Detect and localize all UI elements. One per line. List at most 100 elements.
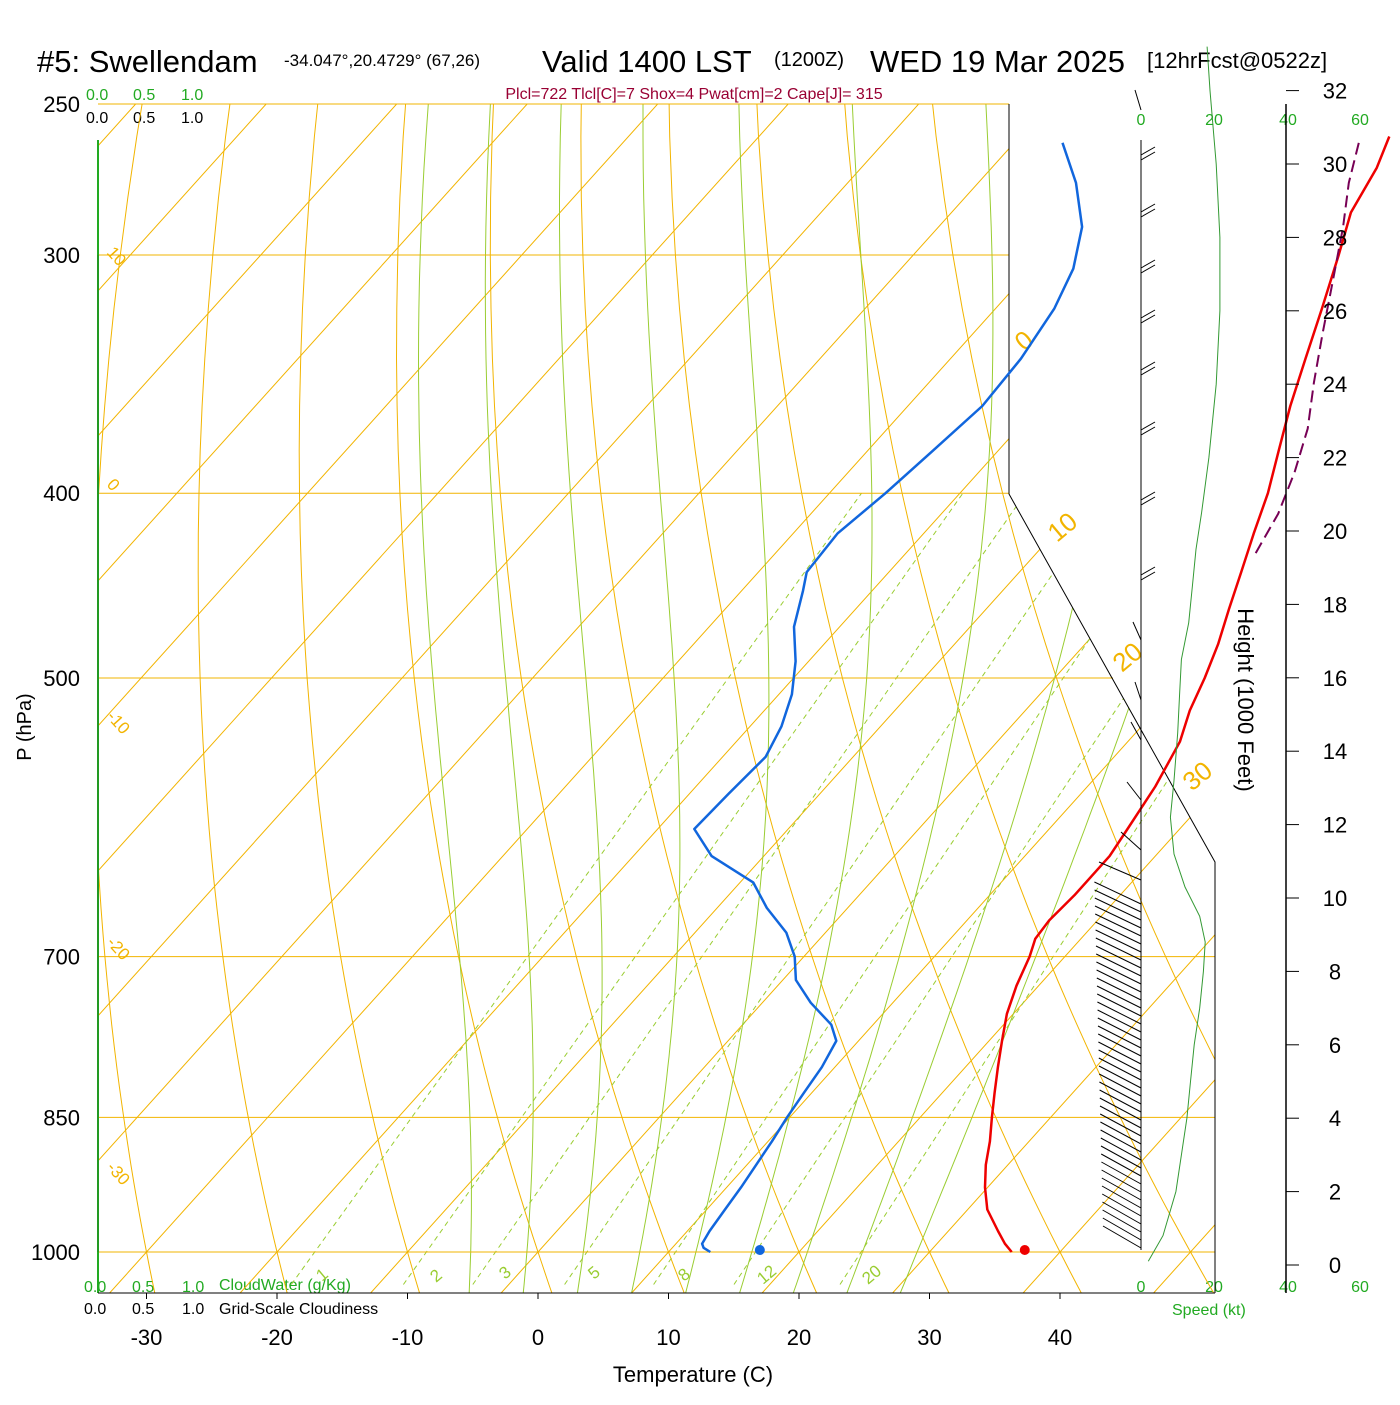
speed-tick-bottom-3: 60 bbox=[1351, 1279, 1369, 1296]
height-tick-label: 2 bbox=[1329, 1180, 1341, 1205]
wind-barb bbox=[1141, 204, 1155, 212]
moist-adiabat bbox=[560, 104, 603, 1331]
isotherm-label: -30 bbox=[103, 1158, 134, 1189]
mixing-ratio-label: 20 bbox=[858, 1261, 885, 1288]
pressure-tick-label: 850 bbox=[43, 1105, 80, 1130]
isotherm-label: -10 bbox=[103, 707, 134, 738]
wind-barb bbox=[1141, 310, 1155, 318]
wind-barb bbox=[1141, 265, 1155, 273]
wind-barb bbox=[1141, 152, 1155, 160]
temperature-tick-label: -10 bbox=[392, 1325, 424, 1350]
height-axis-title: Height (1000 Feet) bbox=[1233, 608, 1258, 791]
speed-label: Speed (kt) bbox=[1172, 1302, 1246, 1319]
speed-tick-top-2: 40 bbox=[1279, 112, 1297, 129]
temperature-tick-label: 30 bbox=[917, 1325, 941, 1350]
zulu-time: (1200Z) bbox=[774, 49, 844, 71]
height-tick-label: 12 bbox=[1323, 813, 1347, 838]
isotherm-line bbox=[598, 70, 1400, 1331]
height-tick-label: 0 bbox=[1329, 1253, 1341, 1278]
wind-barb bbox=[1127, 782, 1141, 800]
dry-adiabat bbox=[1189, 70, 1400, 1331]
wind-barb bbox=[1141, 422, 1155, 430]
mixing-ratio-label: 12 bbox=[753, 1261, 780, 1288]
speed-tick-top-1: 20 bbox=[1205, 112, 1223, 129]
isobar-layer bbox=[98, 104, 1215, 1252]
height-tick-label: 4 bbox=[1329, 1106, 1341, 1131]
height-tick-label: 14 bbox=[1323, 739, 1347, 764]
mixing-ratio-label: 3 bbox=[495, 1262, 514, 1283]
wind-barb bbox=[1141, 260, 1155, 268]
wind-barb bbox=[1141, 497, 1155, 505]
dry-adiabat bbox=[198, 70, 297, 1331]
isotherm-line bbox=[0, 70, 1080, 1331]
parcel-series bbox=[1256, 143, 1359, 553]
wind-barb bbox=[1141, 427, 1155, 435]
cloudiness-scale-bottom-2: 1.0 bbox=[182, 1301, 204, 1318]
isotherm-label: 0 bbox=[103, 475, 123, 495]
valid-time: Valid 1400 LST bbox=[542, 44, 752, 79]
isotherm-line bbox=[1250, 70, 1400, 1331]
isotherm-line bbox=[467, 70, 1400, 1331]
wind-barb bbox=[1099, 862, 1141, 880]
wind-barb bbox=[1135, 90, 1141, 110]
speed-tick-top-3: 60 bbox=[1351, 112, 1369, 129]
isotherm-line bbox=[0, 70, 949, 1331]
wind-barb bbox=[1141, 315, 1155, 323]
dry-adiabat bbox=[755, 70, 1102, 1331]
dry-adiabat bbox=[842, 70, 1236, 1331]
dry-adiabat bbox=[1363, 70, 1400, 1331]
wind-barb bbox=[1141, 572, 1155, 580]
dry-adiabat bbox=[397, 70, 566, 1331]
mixing-ratio-label: 2 bbox=[426, 1265, 445, 1286]
station-title: #5: Swellendam bbox=[37, 44, 258, 79]
cloudiness-scale-top-2: 1.0 bbox=[181, 110, 203, 127]
pressure-tick-label: 1000 bbox=[31, 1240, 80, 1265]
cloudiness-scale-bottom-0: 0.0 bbox=[84, 1301, 106, 1318]
isotherm-label-right: 20 bbox=[1107, 636, 1148, 678]
wind-barb bbox=[1131, 722, 1141, 740]
forecast-info: [12hrFcst@0522z] bbox=[1147, 48, 1327, 73]
cloudwater-scale-top-0: 0.0 bbox=[86, 87, 108, 104]
x-axis-title: Temperature (C) bbox=[613, 1362, 773, 1387]
isotherm-label-right: 10 bbox=[1042, 506, 1083, 548]
height-tick-label: 28 bbox=[1323, 225, 1347, 250]
stability-indices: Plcl=722 Tlcl[C]=7 Shox=4 Pwat[cm]=2 Cap… bbox=[505, 86, 882, 103]
dry-adiabat bbox=[1016, 70, 1400, 1331]
wind-barb bbox=[1141, 209, 1155, 217]
dry-adiabat bbox=[929, 70, 1370, 1331]
dry-adiabat bbox=[669, 70, 968, 1331]
mixing-ratio-label: 5 bbox=[584, 1262, 603, 1283]
moist-adiabat-layer bbox=[419, 104, 1290, 1331]
speed-tick-top-0: 0 bbox=[1137, 112, 1146, 129]
frame-layer bbox=[98, 104, 1215, 1293]
moist-adiabat bbox=[419, 104, 472, 1331]
isotherm-line bbox=[0, 70, 688, 1331]
wind-barb bbox=[1141, 147, 1155, 155]
mixing-ratio-line bbox=[734, 493, 1260, 1284]
height-tick-label: 26 bbox=[1323, 299, 1347, 324]
cloudwater-scale-top-1: 0.5 bbox=[133, 87, 155, 104]
height-tick-label: 18 bbox=[1323, 592, 1347, 617]
wind-barb bbox=[1141, 492, 1155, 500]
height-tick-label: 10 bbox=[1323, 886, 1347, 911]
isotherm-label: -20 bbox=[103, 933, 134, 964]
temperature-tick-label: -30 bbox=[131, 1325, 163, 1350]
isotherm-line bbox=[206, 70, 1341, 1331]
mixing-ratio-label: 8 bbox=[674, 1264, 693, 1285]
mixing-ratio-line bbox=[403, 493, 963, 1284]
cloudiness-scale-top-1: 0.5 bbox=[133, 110, 155, 127]
isotherm-line bbox=[76, 70, 1211, 1331]
wind-barb bbox=[1133, 622, 1141, 640]
pressure-tick-label: 400 bbox=[43, 481, 80, 506]
temperature-tick-label: 40 bbox=[1048, 1325, 1072, 1350]
height-tick-label: 20 bbox=[1323, 519, 1347, 544]
station-coords: -34.047°,20.4729° (67,26) bbox=[284, 51, 480, 70]
isotherm-label: 10 bbox=[103, 243, 130, 270]
moist-adiabat bbox=[728, 104, 872, 1331]
y-axis-title: P (hPa) bbox=[14, 693, 36, 760]
cloudiness-scale-bottom-1: 0.5 bbox=[132, 1301, 154, 1318]
height-tick-label: 16 bbox=[1323, 666, 1347, 691]
